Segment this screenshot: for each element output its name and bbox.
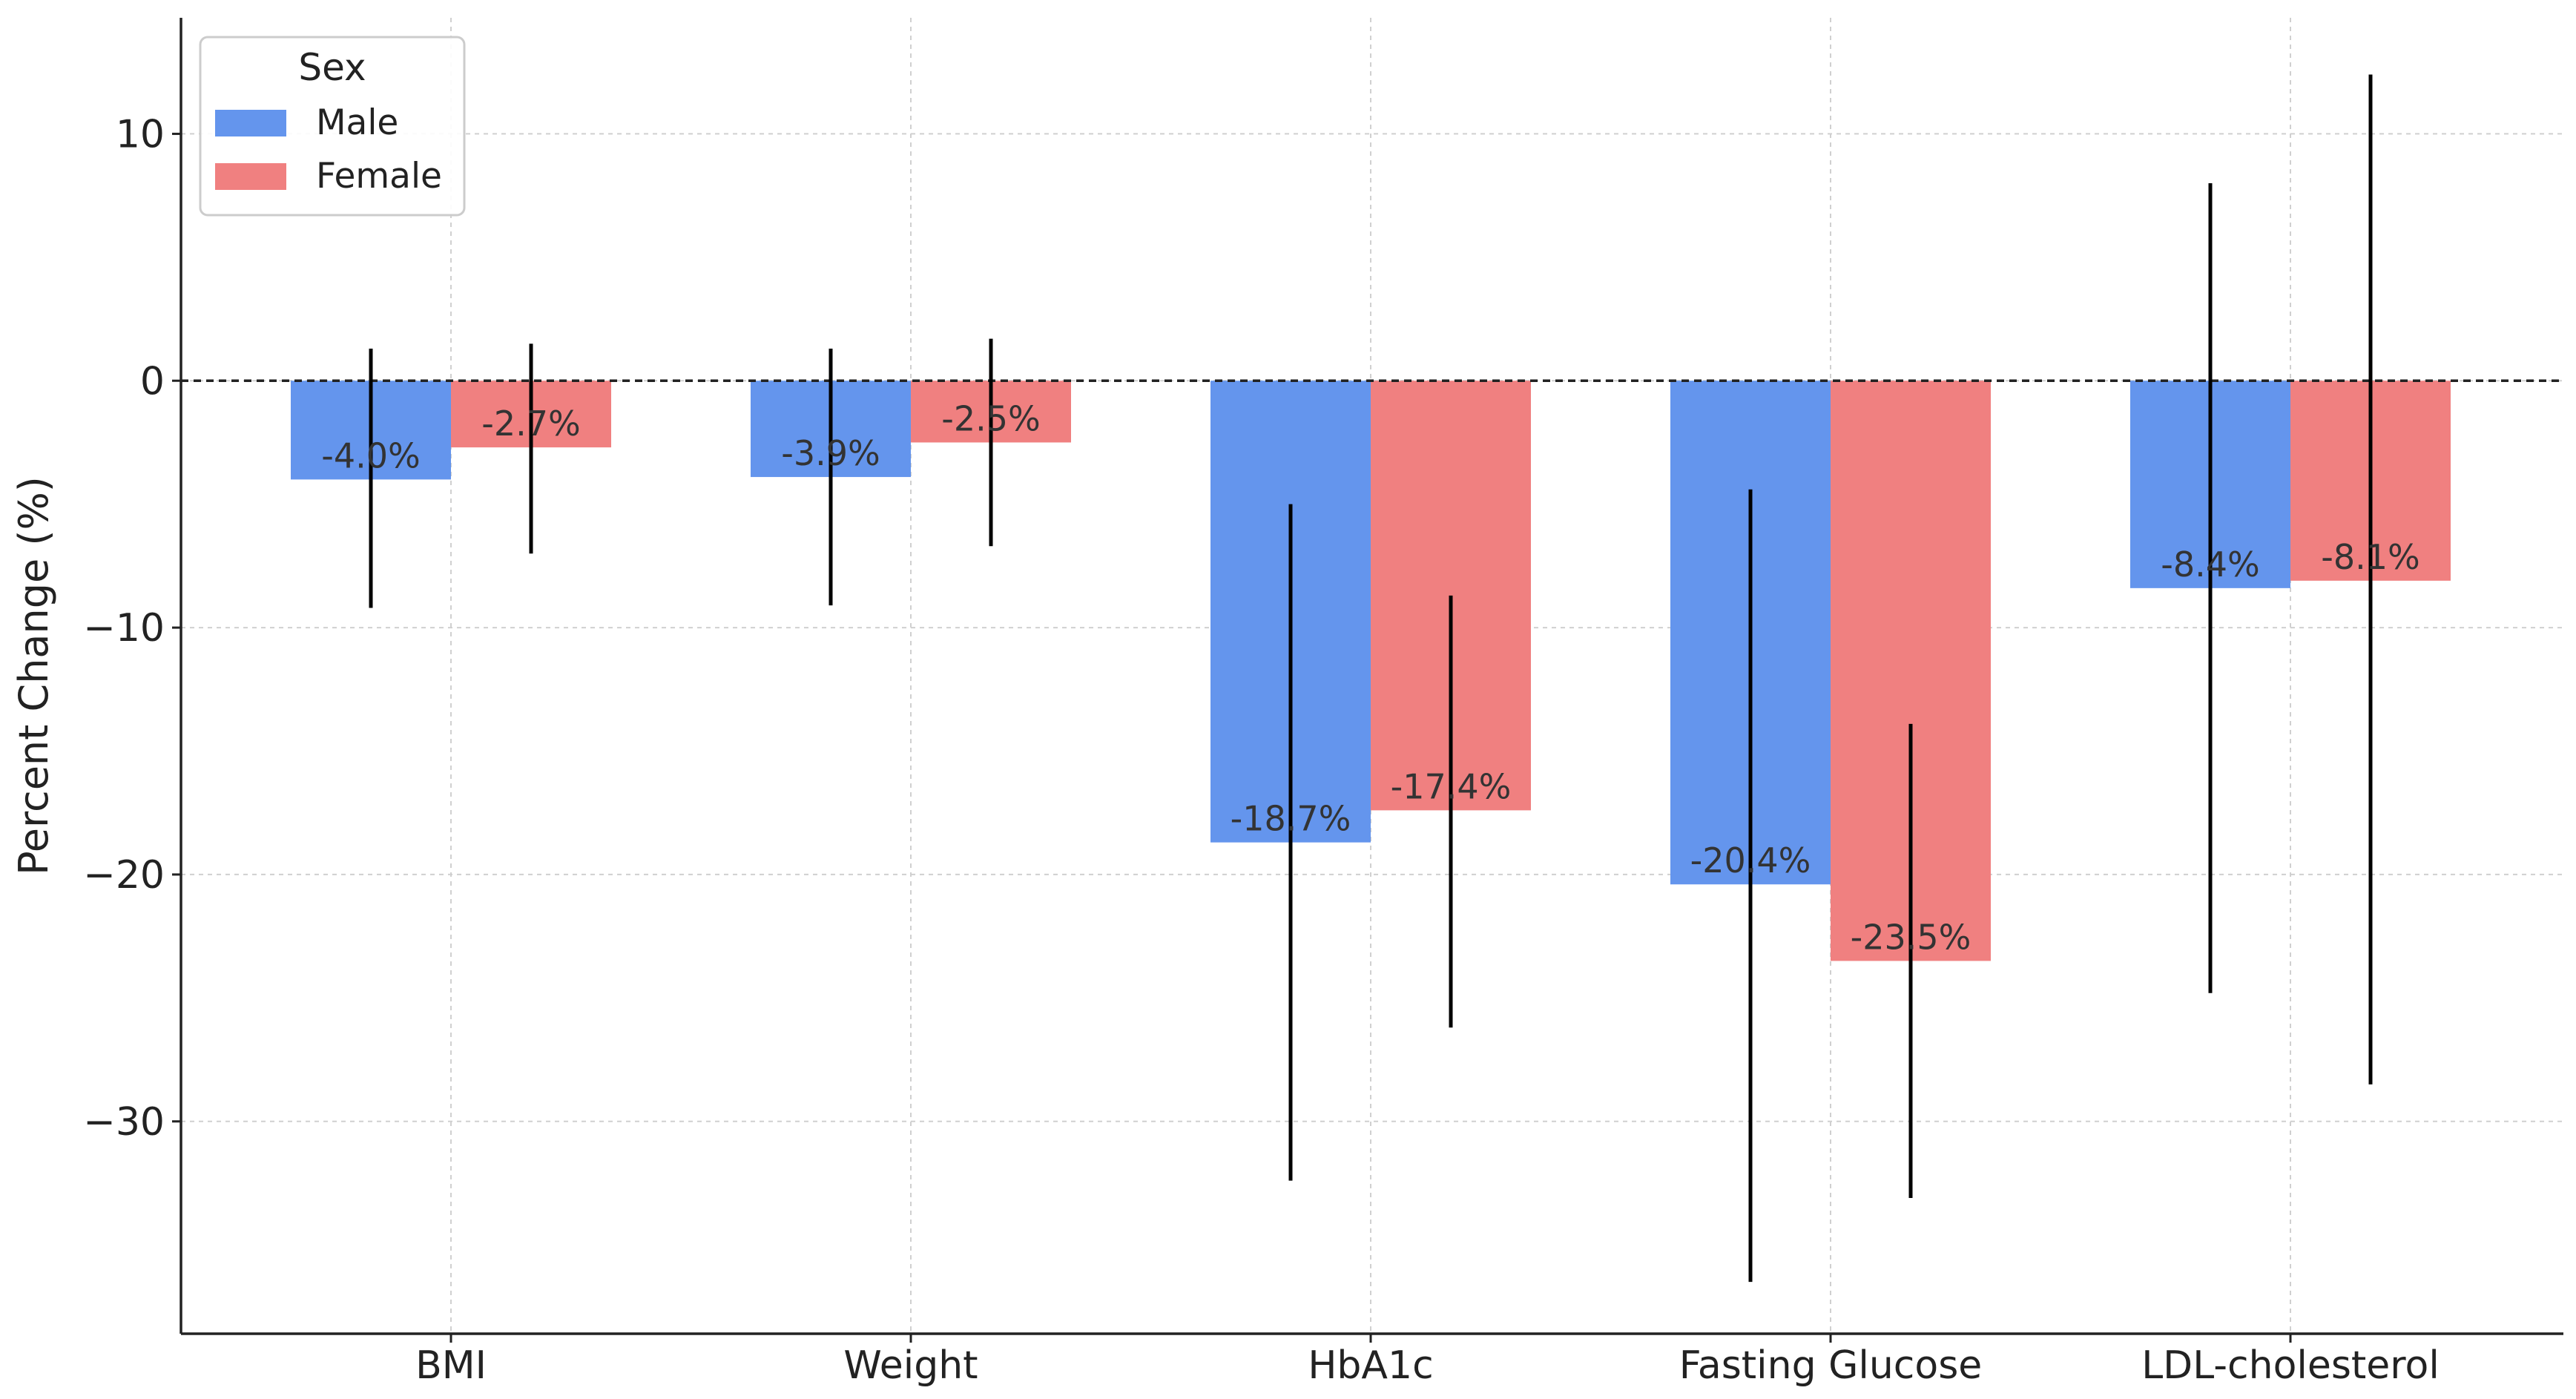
tick-labels: 10 0 −10 −20 −30 BMI Weight HbA1c Fasting Glucos… xyxy=(83,112,2440,1388)
x-tick-label-fasting-glucose: Fasting Glucose xyxy=(1679,1343,1983,1388)
y-tick-label: −20 xyxy=(83,853,165,898)
data-label-male-hba1c: -18.7% xyxy=(1231,799,1351,839)
y-tick-label: 0 xyxy=(140,359,165,404)
y-tick-label: −10 xyxy=(83,606,165,651)
x-tick-label-ldl-cholesterol: LDL-cholesterol xyxy=(2141,1343,2440,1388)
data-label-female-weight: -2.5% xyxy=(941,398,1040,438)
x-tick-label-hba1c: HbA1c xyxy=(1308,1343,1433,1388)
data-label-female-hba1c: -17.4% xyxy=(1391,766,1512,806)
legend-label-female: Female xyxy=(316,156,442,197)
legend: Sex Male Female xyxy=(199,36,466,217)
legend-swatch-male xyxy=(215,110,286,136)
y-tick-label: 10 xyxy=(116,112,165,157)
data-labels: -4.0% -3.9% -18.7% -20.4% -8.4% -2.7% -2.5% -17… xyxy=(321,398,2419,957)
data-label-female-fasting-glucose: -23.5% xyxy=(1851,917,1971,957)
data-label-male-weight: -3.9% xyxy=(781,433,880,473)
x-tick-label-bmi: BMI xyxy=(415,1343,487,1388)
axes xyxy=(179,18,2563,1335)
data-label-female-bmi: -2.7% xyxy=(481,404,580,444)
data-label-male-fasting-glucose: -20.4% xyxy=(1690,840,1811,880)
legend-label-male: Male xyxy=(316,102,398,143)
y-tick-label: −30 xyxy=(83,1100,165,1145)
legend-swatch-female xyxy=(215,163,286,190)
legend-title: Sex xyxy=(298,46,366,89)
y-axis-label: Percent Change (%) xyxy=(10,476,57,875)
x-tick-label-weight: Weight xyxy=(843,1343,978,1388)
error-bars xyxy=(369,74,2373,1283)
data-label-male-bmi: -4.0% xyxy=(321,435,420,475)
data-label-female-ldl-cholesterol: -8.1% xyxy=(2321,537,2419,577)
data-label-male-ldl-cholesterol: -8.4% xyxy=(2161,544,2259,585)
